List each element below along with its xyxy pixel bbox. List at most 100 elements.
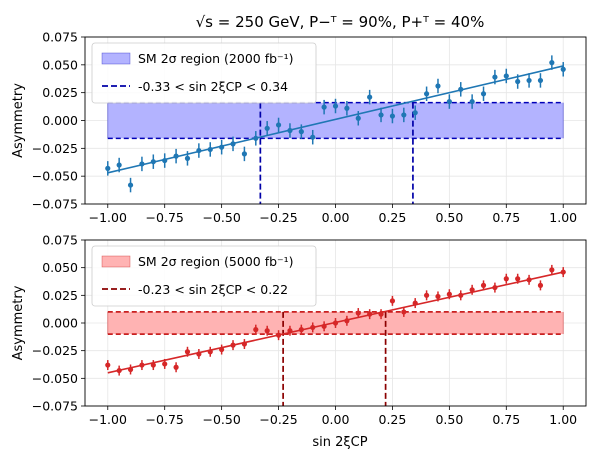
top-point-10 xyxy=(219,145,224,150)
bottom-point-36 xyxy=(515,276,520,281)
bottom-point-2 xyxy=(128,367,133,372)
bottom-point-3 xyxy=(139,362,144,367)
top-point-36 xyxy=(515,79,520,84)
bottom-point-37 xyxy=(526,277,531,282)
top-point-5 xyxy=(162,158,167,163)
top-point-3 xyxy=(139,161,144,166)
top-point-15 xyxy=(276,122,281,127)
bottom-legend-label-band: SM 2σ region (5000 fb⁻¹) xyxy=(138,254,294,269)
top-point-14 xyxy=(265,126,270,131)
top-point-26 xyxy=(401,112,406,117)
top-point-37 xyxy=(526,78,531,83)
top-y-axis-title: Asymmetry xyxy=(11,83,26,158)
top-y-tick-label-1: −0.050 xyxy=(32,169,78,184)
bottom-x-tick-label-1: −0.75 xyxy=(146,412,184,427)
bottom-x-tick-label-6: 0.50 xyxy=(435,412,463,427)
top-point-40 xyxy=(561,67,566,72)
bottom-point-9 xyxy=(208,349,213,354)
top-legend-swatch-band xyxy=(102,53,130,64)
bottom-point-1 xyxy=(117,368,122,373)
bottom-point-6 xyxy=(173,365,178,370)
bottom-point-38 xyxy=(538,283,543,288)
top-point-30 xyxy=(447,99,452,104)
bottom-point-7 xyxy=(185,349,190,354)
top-x-tick-label-3: −0.25 xyxy=(259,210,297,225)
top-y-tick-label-4: 0.025 xyxy=(42,85,78,100)
bottom-y-tick-label-3: 0.000 xyxy=(42,316,78,331)
bottom-point-24 xyxy=(378,312,383,317)
top-point-33 xyxy=(481,91,486,96)
top-panel: −1.00 −0.75 −0.50 −0.25 0.00 0.25 0.50 0.75 1.00… xyxy=(11,30,586,226)
top-x-tick-label-0: −1.00 xyxy=(89,210,127,225)
bottom-x-tick-label-3: −0.25 xyxy=(259,412,297,427)
bottom-point-22 xyxy=(356,310,361,315)
top-point-29 xyxy=(435,83,440,88)
top-y-tick-label-6: 0.075 xyxy=(42,30,78,45)
top-point-24 xyxy=(378,112,383,117)
bottom-point-21 xyxy=(344,318,349,323)
top-point-20 xyxy=(333,103,338,108)
bottom-x-tick-label-2: −0.50 xyxy=(202,412,240,427)
bottom-point-17 xyxy=(299,327,304,332)
top-y-tick-label-0: −0.075 xyxy=(32,197,78,212)
top-point-16 xyxy=(287,128,292,133)
bottom-point-29 xyxy=(435,294,440,299)
figure-title: √s = 250 GeV, P−ᵀ = 90%, P+ᵀ = 40% xyxy=(196,13,485,31)
top-y-tick-label-3: 0.000 xyxy=(42,113,78,128)
top-point-39 xyxy=(549,60,554,65)
top-x-tick-label-7: 0.75 xyxy=(492,210,520,225)
bottom-point-27 xyxy=(413,300,418,305)
bottom-point-15 xyxy=(276,333,281,338)
bottom-point-35 xyxy=(504,276,509,281)
top-point-21 xyxy=(344,106,349,111)
bottom-point-40 xyxy=(561,269,566,274)
bottom-x-tick-label-7: 0.75 xyxy=(492,412,520,427)
top-point-22 xyxy=(356,116,361,121)
bottom-point-19 xyxy=(322,324,327,329)
top-x-tick-label-2: −0.50 xyxy=(202,210,240,225)
top-y-tick-label-2: −0.025 xyxy=(32,141,78,156)
bottom-legend-swatch-band xyxy=(102,256,130,267)
top-point-25 xyxy=(390,113,395,118)
top-x-tick-label-6: 0.50 xyxy=(435,210,463,225)
bottom-point-16 xyxy=(287,328,292,333)
top-point-11 xyxy=(230,141,235,146)
top-point-23 xyxy=(367,95,372,100)
top-point-34 xyxy=(492,74,497,79)
bottom-x-tick-label-4: 0.00 xyxy=(322,412,350,427)
top-point-2 xyxy=(128,182,133,187)
bottom-point-12 xyxy=(242,341,247,346)
bottom-panel: −1.00 −0.75 −0.50 −0.25 0.00 0.25 0.50 0.75 1.00… xyxy=(11,233,586,428)
top-x-tick-label-1: −0.75 xyxy=(146,210,184,225)
bottom-point-32 xyxy=(470,287,475,292)
bottom-legend-label-interval: -0.23 < sin 2ξCP < 0.22 xyxy=(138,282,288,297)
bottom-point-11 xyxy=(230,343,235,348)
top-legend-label-band: SM 2σ region (2000 fb⁻¹) xyxy=(138,51,294,66)
bottom-y-tick-label-4: 0.025 xyxy=(42,288,78,303)
bottom-point-31 xyxy=(458,293,463,298)
bottom-point-33 xyxy=(481,283,486,288)
bottom-y-tick-label-0: −0.075 xyxy=(32,399,78,414)
top-point-4 xyxy=(151,159,156,164)
bottom-point-34 xyxy=(492,285,497,290)
top-point-8 xyxy=(196,148,201,153)
bottom-point-13 xyxy=(253,327,258,332)
top-point-35 xyxy=(504,73,509,78)
bottom-x-tick-label-8: 1.00 xyxy=(549,412,577,427)
top-x-tick-label-5: 0.25 xyxy=(379,210,407,225)
bottom-point-4 xyxy=(151,362,156,367)
top-point-7 xyxy=(185,156,190,161)
bottom-point-39 xyxy=(549,267,554,272)
bottom-y-tick-label-1: −0.050 xyxy=(32,371,78,386)
top-point-28 xyxy=(424,91,429,96)
top-point-9 xyxy=(208,147,213,152)
top-point-6 xyxy=(173,154,178,159)
bottom-y-tick-label-5: 0.050 xyxy=(42,260,78,275)
top-point-27 xyxy=(413,110,418,115)
top-point-31 xyxy=(458,87,463,92)
top-point-0 xyxy=(105,166,110,171)
top-point-13 xyxy=(253,136,258,141)
bottom-point-5 xyxy=(162,361,167,366)
bottom-point-26 xyxy=(401,309,406,314)
